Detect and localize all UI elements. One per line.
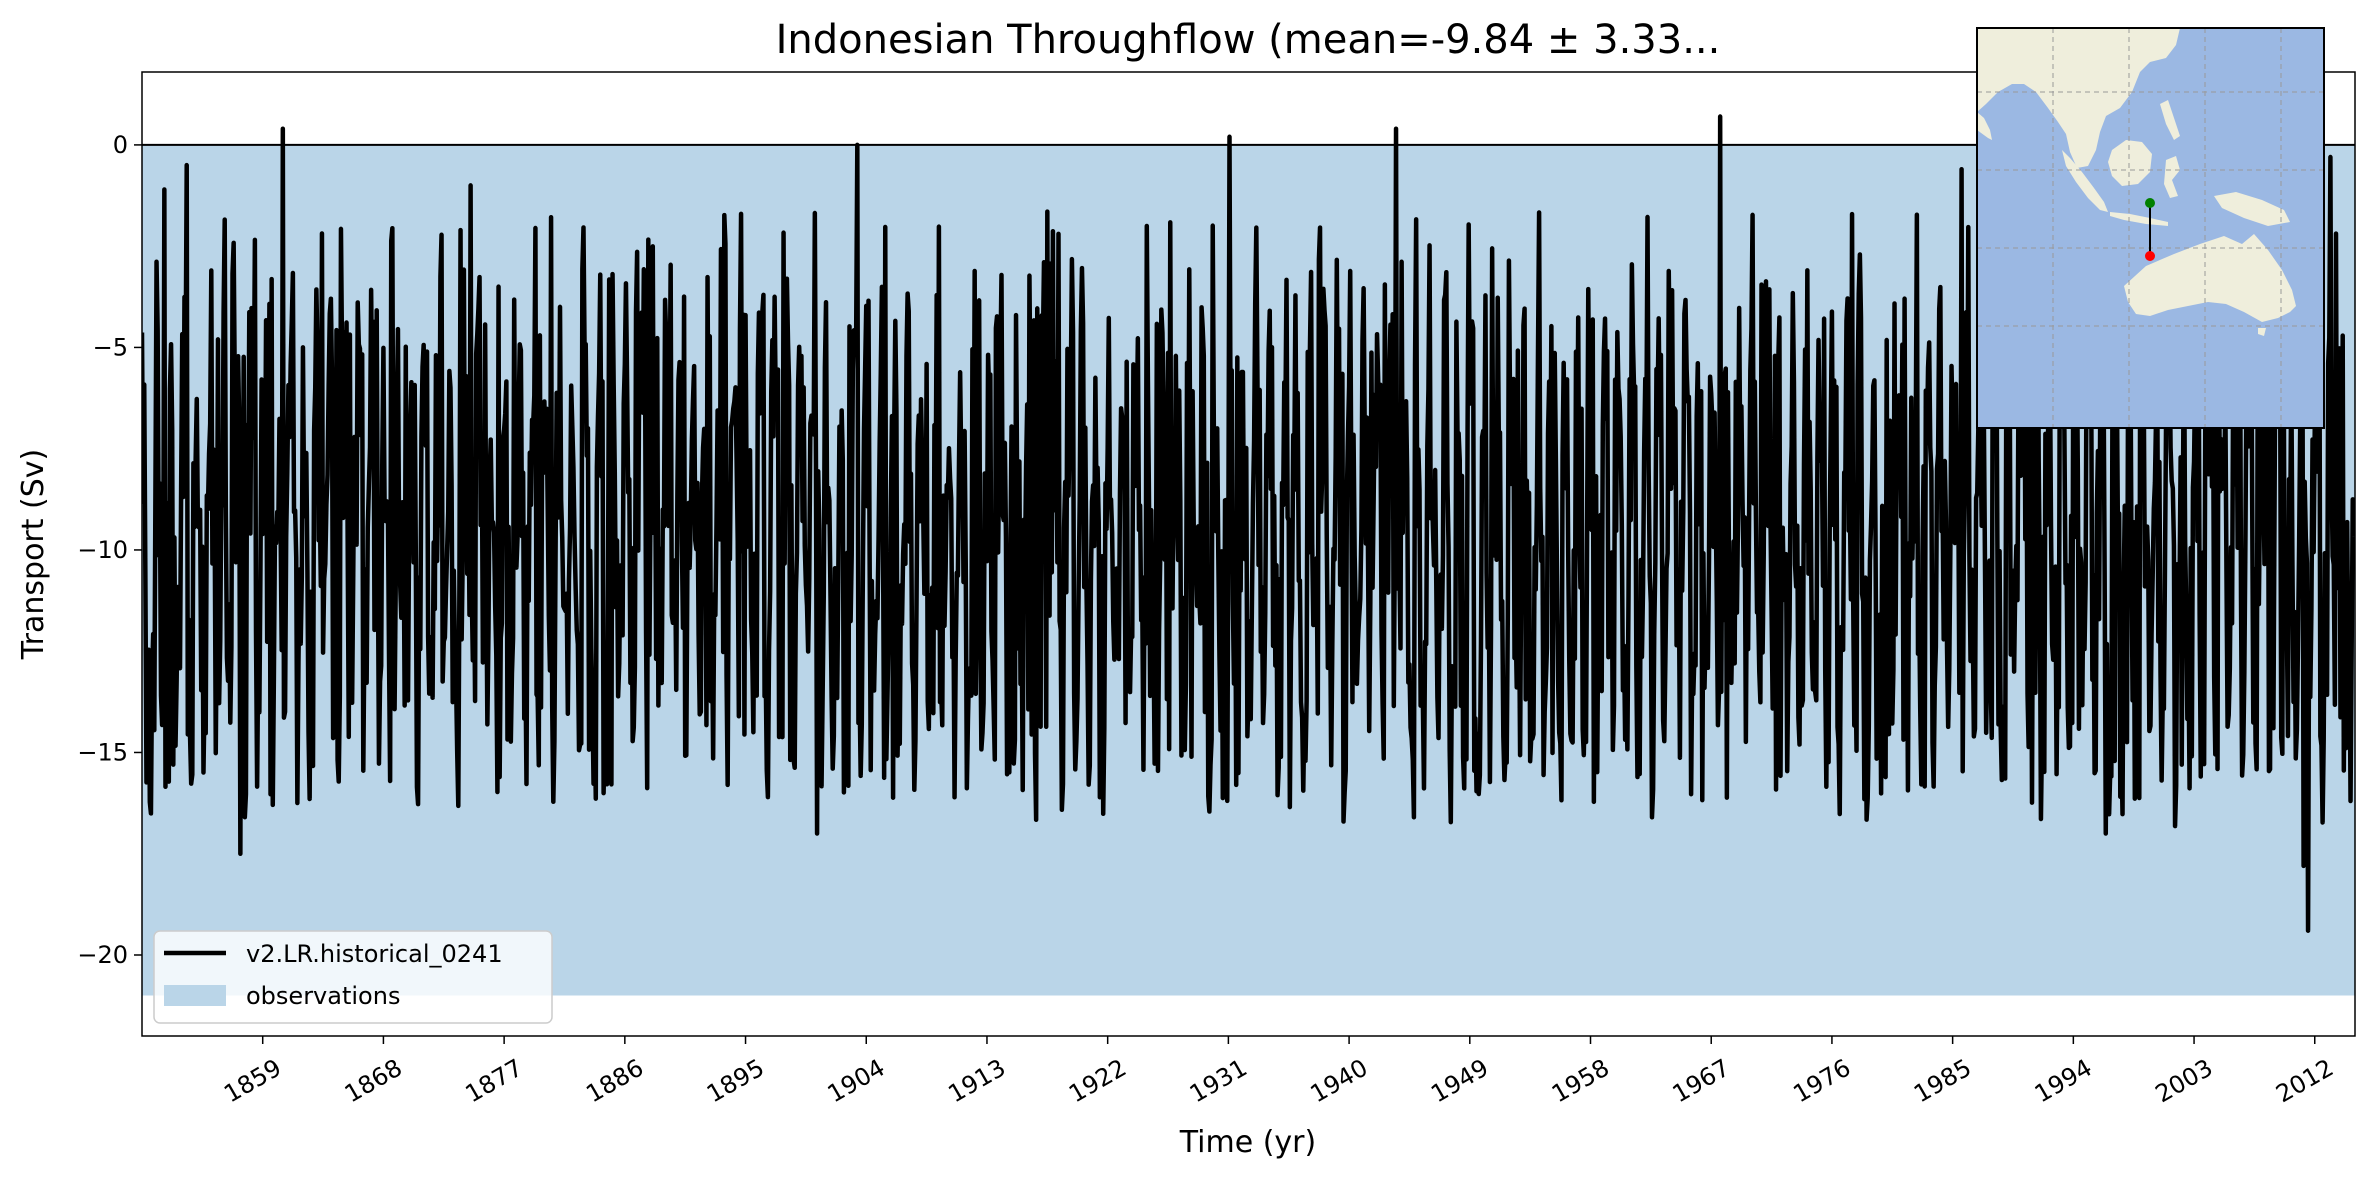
x-tick-label: 2003 [2151,1053,2218,1108]
series-line-v2-lr-historical-0241 [142,114,2355,933]
inset-map-land [1977,28,2296,336]
x-tick-label: 1940 [1306,1053,1373,1108]
land-australia [2124,234,2296,322]
x-tick-label: 1949 [1426,1053,1493,1108]
land-india [1977,112,1992,140]
x-tick-label: 1922 [1064,1053,1131,1108]
land-java [2110,212,2168,226]
y-tick-label: −20 [77,941,128,969]
x-tick-label: 1886 [581,1053,648,1108]
land-sumatra [2062,150,2108,212]
x-tick-label: 1976 [1788,1053,1855,1108]
section-end-marker [2145,251,2155,261]
land-tasmania [2258,328,2266,336]
land-borneo [2108,140,2152,186]
legend-swatch-observations [164,985,226,1006]
land-asia [1977,28,2180,168]
plot-frame [141,71,2356,1037]
x-tick-label: 1904 [823,1053,890,1108]
y-tick-label: 0 [113,131,128,159]
x-axis: 1859 1868 1877 1886 1895 1904 1913 1922 1931 1940… [219,1036,2338,1108]
land-new-guinea [2214,192,2290,226]
inset-map-gridlines [1977,28,2324,428]
y-axis: 0 −5 −10 −15 −20 [77,131,142,969]
x-tick-label: 1994 [2030,1053,2097,1108]
y-tick-label: −5 [93,333,128,361]
section-start-marker [2145,198,2155,208]
x-tick-label: 1877 [461,1053,528,1108]
x-tick-label: 2012 [2271,1053,2338,1108]
chart-title: Indonesian Throughflow (mean=-9.84 ± 3.3… [776,17,1721,63]
x-tick-label: 1895 [702,1053,769,1108]
land-sulawesi [2164,156,2180,198]
legend-label-series: v2.LR.historical_0241 [246,940,503,968]
y-axis-label: Transport (Sv) [16,449,51,661]
inset-map [1976,27,2325,429]
land-philippines [2160,100,2180,140]
x-tick-label: 1967 [1668,1053,1735,1108]
legend-box [153,930,553,1024]
x-tick-label: 1859 [219,1053,286,1108]
x-axis-label: Time (yr) [1179,1125,1316,1160]
x-tick-label: 1931 [1185,1053,1252,1108]
x-tick-label: 1868 [340,1053,407,1108]
x-tick-label: 1958 [1547,1053,1614,1108]
legend-label-observations: observations [246,982,400,1010]
y-tick-label: −15 [77,738,128,766]
legend: v2.LR.historical_0241 observations [153,930,553,1024]
inset-map-frame [1976,27,2325,429]
x-tick-label: 1913 [943,1053,1010,1108]
y-tick-label: −10 [77,536,128,564]
x-tick-label: 1985 [1909,1053,1976,1108]
